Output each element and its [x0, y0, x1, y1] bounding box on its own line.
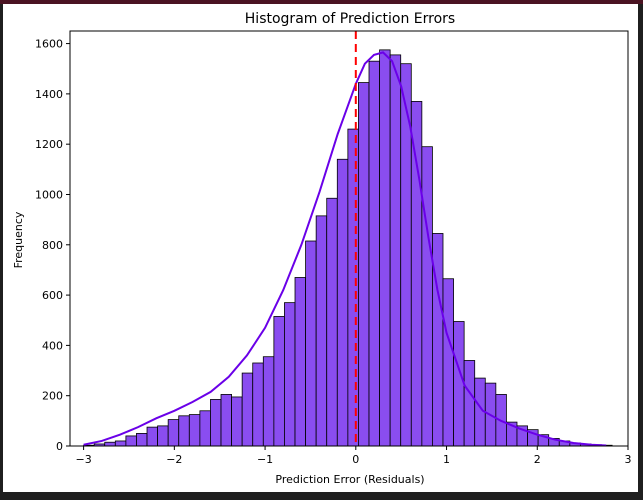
x-tick-label: 3	[625, 453, 632, 466]
y-tick-label: 1200	[35, 138, 63, 151]
histogram-bar	[167, 419, 180, 447]
histogram-bar	[241, 372, 254, 447]
y-axis-ticks: 0 200 400 600 800 1000 1200 1400 1600	[35, 38, 70, 453]
axes-frame	[69, 30, 629, 447]
histogram-bar	[442, 278, 454, 447]
histogram-bar	[305, 240, 317, 447]
y-tick-label: 0	[56, 440, 63, 453]
histogram-bar	[453, 321, 465, 447]
histogram-bar	[220, 394, 232, 447]
y-tick-label: 1000	[35, 188, 63, 201]
histogram-bar	[252, 362, 264, 447]
histogram-bar	[178, 415, 190, 447]
histogram-bar	[157, 425, 169, 447]
histogram-bar	[368, 60, 380, 447]
histogram-bar	[231, 396, 243, 447]
y-tick-label: 200	[42, 390, 63, 403]
x-axis-label: Prediction Error (Residuals)	[275, 473, 424, 486]
histogram-bar	[410, 101, 423, 447]
histogram-bar	[125, 435, 137, 447]
x-tick-label: −2	[166, 453, 182, 466]
figure: Histogram of Prediction Errors −3 −2 −1 0 1 2…	[3, 4, 638, 492]
histogram-bar	[294, 277, 306, 447]
y-axis-label: Frequency	[12, 211, 25, 268]
histogram-bar	[284, 302, 296, 447]
histogram-bar	[389, 54, 402, 447]
x-tick-label: −1	[257, 453, 273, 466]
histogram-bar	[421, 146, 433, 447]
histogram-bar	[188, 414, 201, 447]
bars-group	[83, 49, 613, 447]
histogram-bar	[136, 433, 148, 447]
y-tick-label: 1400	[35, 88, 63, 101]
kde-curve	[83, 51, 607, 447]
histogram-bar	[273, 316, 285, 447]
y-tick-label: 1600	[35, 38, 63, 51]
x-axis-ticks: −3 −2 −1 0 1 2 3	[76, 446, 632, 466]
y-tick-label: 600	[42, 289, 63, 302]
window-top-strip	[0, 0, 643, 4]
histogram-bar	[379, 49, 391, 447]
histogram-bar	[199, 410, 211, 447]
x-tick-label: 0	[352, 453, 359, 466]
histogram-bar	[358, 82, 370, 447]
histogram-bar	[463, 360, 476, 447]
histogram-bar	[315, 215, 328, 447]
histogram-bar	[347, 128, 359, 447]
histogram-bar	[336, 158, 349, 447]
histogram-bar	[262, 356, 275, 447]
histogram-bar	[210, 399, 222, 447]
histogram-bar	[326, 197, 338, 447]
histogram-bar	[146, 426, 159, 447]
chart-title: Histogram of Prediction Errors	[245, 11, 455, 27]
x-tick-label: −3	[76, 453, 92, 466]
y-tick-label: 800	[42, 239, 63, 252]
histogram-bar	[114, 440, 127, 447]
histogram-bar	[104, 441, 116, 447]
histogram-chart: Histogram of Prediction Errors −3 −2 −1 0 1 2…	[12, 11, 632, 486]
x-tick-label: 2	[534, 453, 541, 466]
y-tick-label: 400	[42, 339, 63, 352]
x-tick-label: 1	[443, 453, 450, 466]
